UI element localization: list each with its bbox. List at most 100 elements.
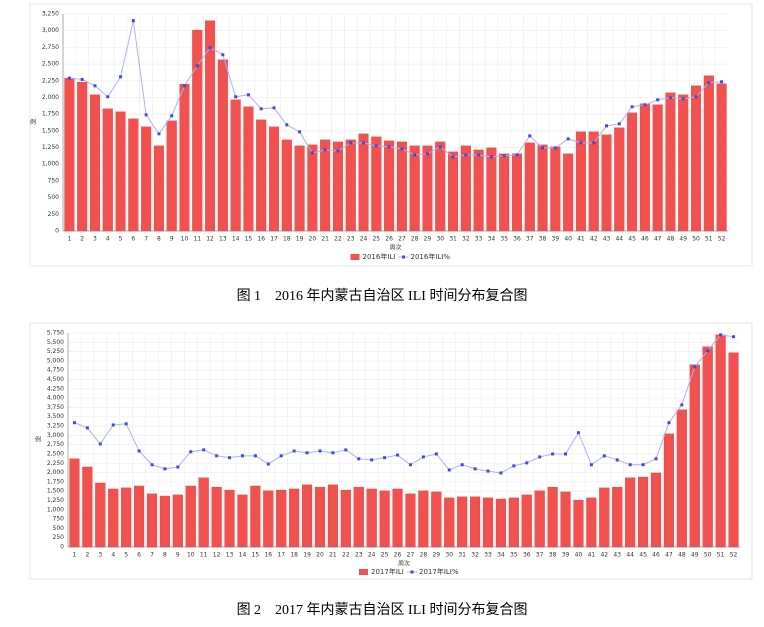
marker: [98, 442, 102, 446]
x-tick-label: 21: [321, 236, 329, 243]
marker: [215, 454, 219, 458]
x-tick-label: 15: [252, 552, 260, 559]
marker: [396, 453, 400, 457]
marker: [706, 349, 710, 353]
x-tick-label: 40: [575, 552, 583, 559]
y-tick-label: 750: [53, 516, 65, 523]
marker: [489, 155, 493, 159]
bar: [586, 497, 597, 548]
bar: [179, 83, 190, 232]
marker: [579, 141, 583, 145]
marker: [93, 84, 97, 88]
y-tick-label: 2,000: [47, 469, 64, 476]
marker: [85, 426, 89, 430]
x-tick-label: 3: [93, 236, 97, 243]
marker: [515, 153, 519, 157]
marker: [279, 454, 283, 458]
bar: [379, 490, 390, 548]
marker: [208, 46, 212, 50]
bar: [224, 489, 235, 548]
x-tick-label: 25: [372, 236, 380, 243]
x-tick-label: 23: [347, 236, 355, 243]
x-tick-label: 32: [471, 552, 479, 559]
marker: [693, 365, 697, 369]
x-tick-label: 14: [239, 552, 247, 559]
x-tick-label: 46: [641, 236, 649, 243]
x-tick-label: 34: [497, 552, 505, 559]
marker: [538, 455, 542, 459]
bar: [715, 334, 726, 548]
bar: [431, 491, 442, 548]
marker: [228, 456, 232, 460]
marker: [486, 469, 490, 473]
y-tick-label: 500: [48, 194, 60, 201]
bar: [64, 77, 75, 232]
marker: [292, 449, 296, 453]
bar: [332, 141, 343, 232]
line: [69, 20, 722, 158]
marker: [566, 137, 570, 141]
x-tick-label: 14: [232, 236, 240, 243]
marker: [528, 134, 532, 138]
marker: [628, 463, 632, 467]
x-tick-label: 42: [590, 236, 598, 243]
y-tick-label: 0: [60, 544, 64, 551]
marker: [680, 403, 684, 407]
bar: [702, 346, 713, 548]
x-tick-label: 32: [462, 236, 470, 243]
marker: [318, 449, 322, 453]
y-tick-label: 3,750: [47, 404, 64, 411]
bar: [534, 490, 545, 548]
marker: [553, 146, 557, 150]
marker: [67, 76, 71, 80]
x-tick-label: 20: [316, 552, 324, 559]
bar: [217, 59, 228, 232]
x-tick-label: 16: [264, 552, 272, 559]
x-tick-label: 5: [119, 236, 123, 243]
x-tick-label: 41: [577, 236, 585, 243]
marker: [157, 132, 161, 136]
y-tick-label: 500: [53, 525, 65, 532]
bar: [627, 112, 638, 232]
chart-frame: [29, 322, 753, 580]
legend-swatch: [402, 255, 405, 259]
x-tick-label: 33: [484, 552, 492, 559]
x-tick-label: 33: [475, 236, 483, 243]
x-tick-label: 47: [654, 236, 662, 243]
x-tick-label: 25: [381, 552, 389, 559]
bar: [550, 146, 561, 232]
marker: [131, 19, 135, 23]
bar: [345, 139, 356, 232]
bar: [499, 153, 510, 232]
bar: [511, 153, 523, 232]
marker: [119, 75, 123, 79]
y-tick-label: 250: [53, 534, 65, 541]
bar: [166, 120, 177, 232]
bar: [470, 496, 481, 548]
x-tick-label: 19: [303, 552, 311, 559]
y-tick-label: 2,250: [42, 77, 59, 84]
y-tick-label: 5,000: [47, 357, 64, 364]
bar: [665, 92, 676, 232]
marker: [719, 333, 723, 337]
marker: [615, 458, 619, 462]
x-tick-label: 34: [488, 236, 496, 243]
marker: [400, 147, 404, 151]
marker: [694, 95, 698, 99]
bar: [588, 131, 599, 232]
x-tick-label: 44: [615, 236, 623, 243]
marker: [656, 98, 660, 102]
x-tick-label: 12: [213, 552, 221, 559]
x-tick-label: 47: [665, 552, 673, 559]
marker: [460, 463, 464, 467]
bar: [281, 139, 292, 232]
x-tick-label: 48: [678, 552, 686, 559]
bar: [563, 153, 574, 232]
x-tick-label: 41: [588, 552, 596, 559]
x-tick-label: 6: [137, 552, 141, 559]
marker: [305, 451, 309, 455]
marker: [668, 96, 672, 100]
bar: [289, 488, 300, 548]
y-tick-label: 0: [55, 228, 59, 235]
marker: [170, 114, 174, 118]
